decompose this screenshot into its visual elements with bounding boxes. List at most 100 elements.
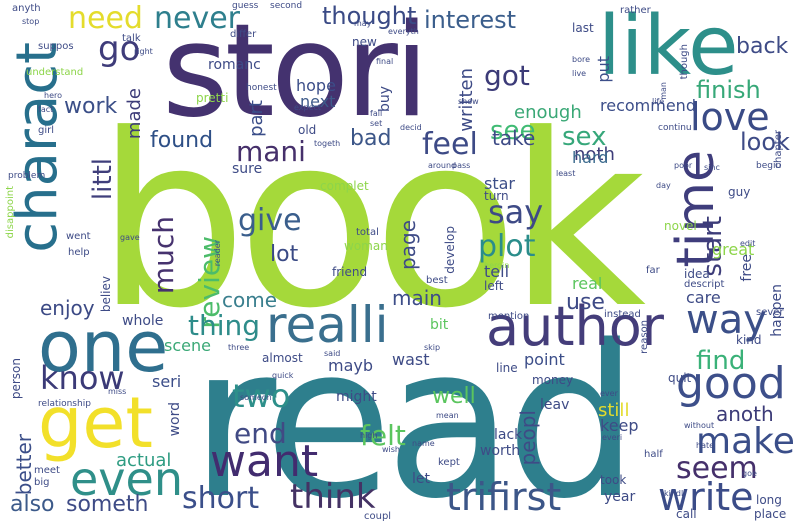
word-final: final: [376, 57, 394, 66]
word-mani: mani: [236, 135, 306, 168]
word-know: know: [40, 359, 125, 397]
word-lack: lack: [494, 427, 523, 443]
word-guess: guess: [232, 1, 259, 11]
word-complet: complet: [320, 179, 369, 193]
word-sinc: sinc: [704, 163, 720, 172]
word-least: least: [556, 169, 576, 178]
word-great: great: [712, 240, 755, 259]
word-make: make: [696, 421, 795, 462]
word-may: may: [354, 19, 372, 28]
word-poor: poor: [674, 161, 693, 170]
word-skip: skip: [424, 343, 441, 352]
word-heroin: heroin: [484, 261, 510, 270]
word-mayb: mayb: [328, 356, 374, 375]
word-scene: scene: [164, 336, 211, 355]
word-thought: thought: [322, 2, 417, 30]
word-turn: turn: [484, 189, 509, 203]
word-far: far: [646, 265, 660, 276]
word-look: look: [740, 128, 790, 156]
word-decid: decid: [400, 123, 422, 132]
word-wish: wish: [382, 445, 401, 454]
word-enough: enough: [514, 102, 582, 123]
word-lot: lot: [270, 242, 299, 267]
word-main: main: [392, 286, 442, 310]
word-romanc: romanc: [208, 57, 261, 73]
word-give: give: [238, 203, 302, 238]
word-problem: problem: [8, 171, 46, 181]
word-leav: leav: [540, 397, 570, 413]
word-point: point: [524, 350, 565, 369]
word-meet: meet: [34, 465, 60, 476]
word-never: never: [154, 1, 241, 36]
word-recommend: recommend: [600, 96, 696, 115]
word-second: second: [270, 1, 303, 11]
word-real: real: [572, 274, 603, 293]
word-feel: feel: [422, 127, 478, 162]
word-two: two: [232, 377, 291, 415]
word-got: got: [484, 59, 530, 92]
word-year: year: [604, 489, 636, 505]
word-relationship: relationship: [38, 399, 91, 409]
word-seri: seri: [152, 372, 182, 391]
word-hate: hate: [696, 441, 715, 450]
word-suppos: suppos: [38, 41, 74, 52]
word-someth: someth: [66, 492, 149, 517]
word-total: total: [356, 227, 379, 238]
word-line: line: [496, 361, 518, 375]
word-said: said: [324, 349, 341, 358]
word-whole: whole: [122, 313, 164, 329]
word-woman: woman: [344, 239, 388, 253]
word-write: write: [658, 475, 754, 519]
word-love: love: [690, 95, 770, 139]
word-old: old: [298, 123, 317, 137]
word-quick: quick: [272, 371, 294, 380]
word-anyth: anyth: [12, 3, 41, 14]
word-hope: hope: [296, 76, 336, 95]
word-edit: edit: [740, 239, 756, 248]
word-kindl: kindl: [664, 489, 684, 498]
word-everi: everi: [602, 433, 623, 442]
word-develop: develop: [443, 226, 457, 274]
word-find: find: [696, 346, 746, 376]
word-money: money: [532, 373, 574, 387]
word-mean: mean: [436, 411, 459, 420]
word-sex: sex: [562, 122, 607, 152]
word-idea: idea: [684, 267, 710, 281]
word-quit: quit: [668, 371, 692, 385]
word-pass: pass: [452, 161, 471, 170]
word-novel: novel: [664, 219, 697, 233]
word-differ: differ: [230, 29, 257, 40]
word-hard: hard: [572, 148, 609, 167]
word-get: get: [38, 382, 153, 464]
word-think: think: [290, 477, 376, 517]
word-man: man: [659, 82, 668, 100]
word-take-2: take: [492, 126, 536, 150]
word-felt: felt: [360, 419, 406, 452]
word-everyth: everyth: [388, 27, 419, 36]
word-high: high: [360, 431, 378, 440]
word-goe: goe: [742, 469, 757, 478]
word-friend: friend: [332, 265, 368, 279]
word-next: next: [300, 92, 336, 111]
word-bit: bit: [430, 317, 449, 333]
word-enjoy: enjoy: [40, 296, 95, 320]
word-might: might: [336, 389, 377, 405]
word-read: read: [190, 300, 639, 528]
word-hero: hero: [44, 91, 62, 100]
word-come: come: [222, 288, 278, 312]
word-end: end: [234, 417, 287, 450]
word-talk: talk: [122, 33, 141, 44]
word-took: took: [600, 473, 627, 487]
word-use: use: [566, 290, 605, 315]
word-say: say: [488, 193, 544, 231]
word-best: best: [426, 275, 448, 286]
word-found: found: [150, 128, 214, 153]
word-day: day: [656, 181, 671, 190]
word-thing: thing: [188, 309, 261, 342]
word-one: one: [38, 306, 169, 388]
word-even: even: [70, 452, 183, 506]
word-sever: sever: [756, 307, 784, 318]
word-better: better: [12, 434, 36, 496]
word-also: also: [10, 492, 55, 517]
word-continu: continu: [658, 123, 692, 133]
